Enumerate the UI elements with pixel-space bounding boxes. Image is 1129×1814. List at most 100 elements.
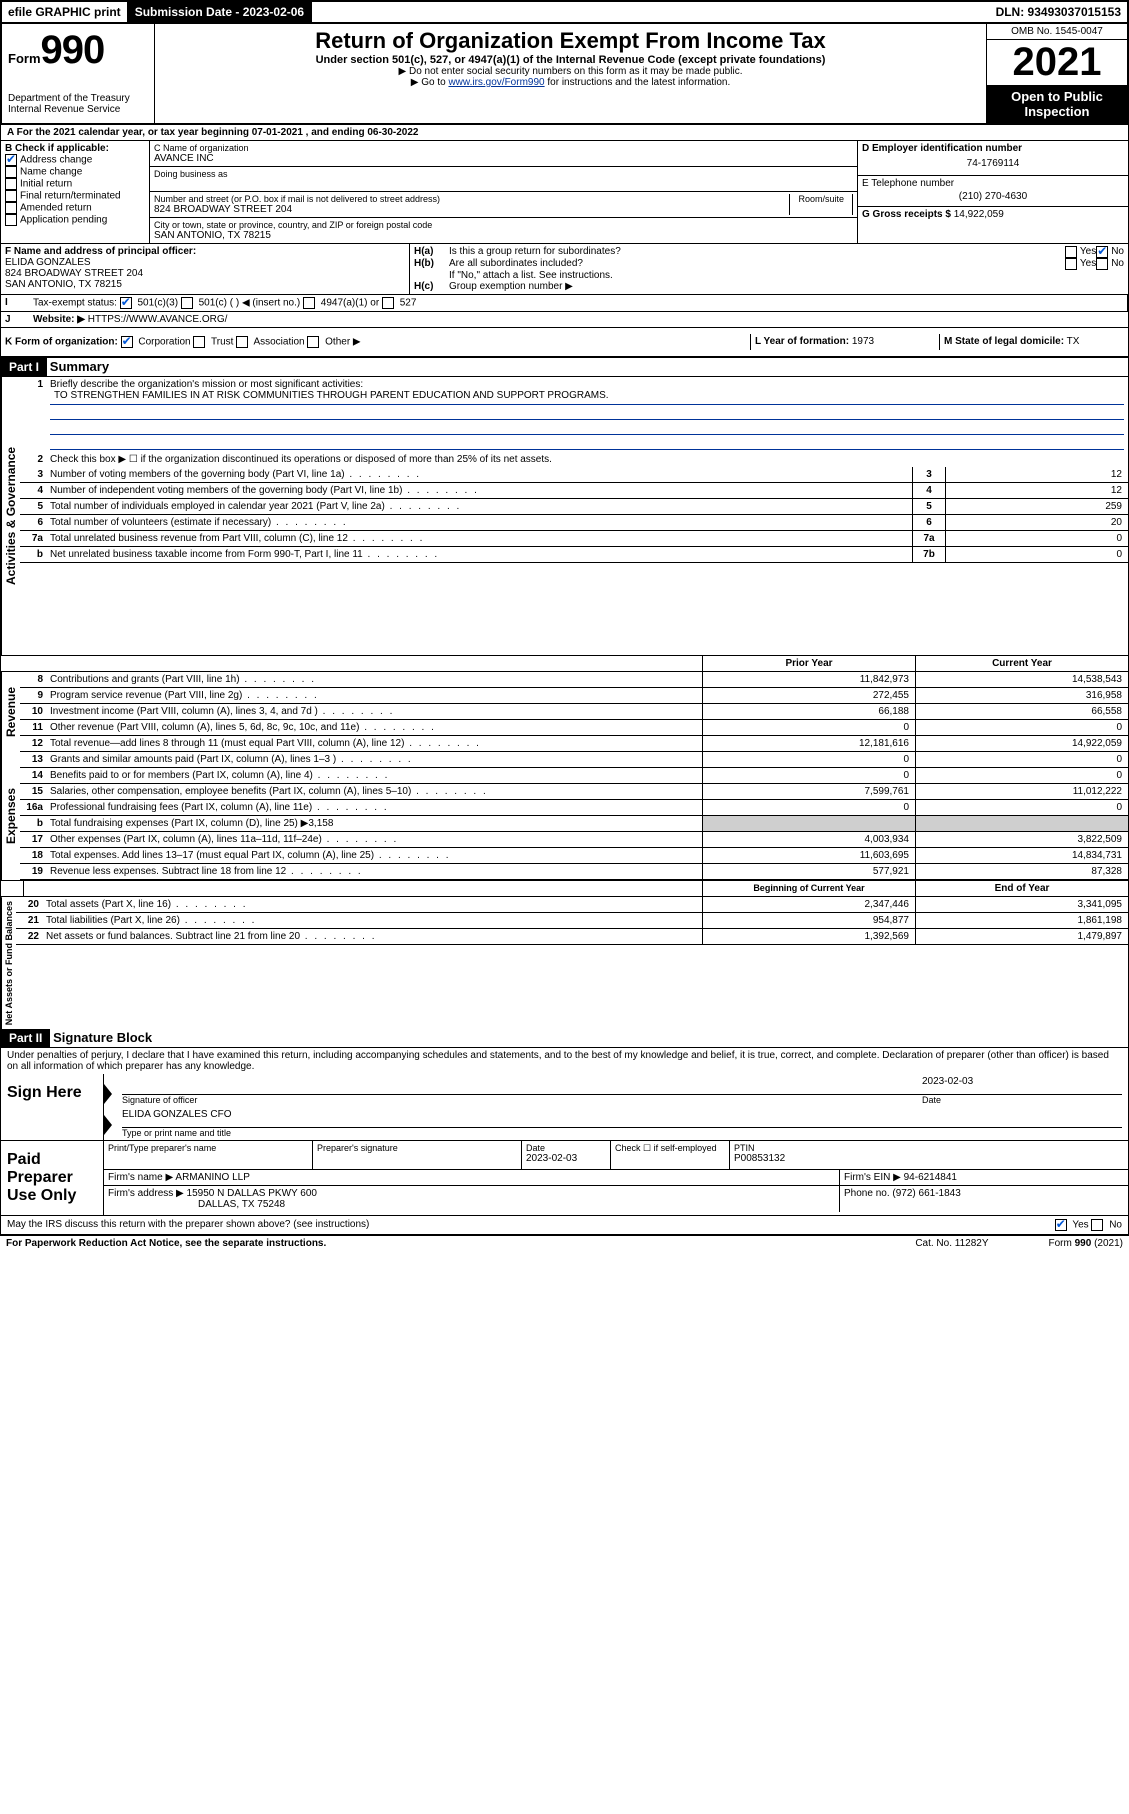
arrow-icon (104, 1084, 112, 1104)
header-prior-year: Prior Year (702, 656, 915, 671)
topbar: efile GRAPHIC print Submission Date - 20… (0, 0, 1129, 24)
check-corp[interactable] (121, 336, 133, 348)
signature-line[interactable] (122, 1076, 922, 1095)
discuss-question: May the IRS discuss this return with the… (7, 1219, 1055, 1231)
check-527[interactable] (382, 297, 394, 309)
line-1-num: 1 (20, 377, 46, 452)
box-l-label: L Year of formation: (755, 336, 849, 347)
year-formation: 1973 (852, 336, 874, 347)
firm-name: ARMANINO LLP (175, 1172, 249, 1183)
check-amended[interactable]: Amended return (5, 202, 145, 214)
hb-ifno: If "No," attach a list. See instructions… (414, 270, 1124, 281)
footer-form: Form 990 (2021) (1049, 1238, 1123, 1249)
check-501c3[interactable] (120, 297, 132, 309)
box-e-label: E Telephone number (862, 178, 1124, 189)
check-4947[interactable] (303, 297, 315, 309)
paid-preparer-label: Paid Preparer Use Only (1, 1141, 104, 1215)
hc-label: Group exemption number ▶ (449, 281, 573, 292)
irs-link[interactable]: www.irs.gov/Form990 (448, 77, 544, 88)
footer-catno: Cat. No. 11282Y (915, 1238, 988, 1249)
arrow-icon (104, 1115, 112, 1135)
row-klm: K Form of organization: Corporation Trus… (0, 328, 1129, 357)
preparer-date-label: Date (526, 1143, 606, 1153)
officer-addr1: 824 BROADWAY STREET 204 (5, 268, 405, 279)
ptin-label: PTIN (734, 1143, 1124, 1153)
firm-phone: (972) 661-1843 (892, 1188, 960, 1199)
check-trust[interactable] (193, 336, 205, 348)
form-header: Form990 Department of the Treasury Inter… (0, 24, 1129, 125)
preparer-sig-label: Preparer's signature (317, 1143, 517, 1153)
website-value: HTTPS://WWW.AVANCE.ORG/ (88, 314, 228, 325)
row-f-h: F Name and address of principal officer:… (0, 244, 1129, 295)
hb-yes[interactable] (1065, 258, 1077, 270)
check-assoc[interactable] (236, 336, 248, 348)
instr2-post: for instructions and the latest informat… (545, 77, 731, 88)
gross-receipts: 14,922,059 (954, 209, 1004, 220)
box-d-label: D Employer identification number (862, 143, 1124, 154)
irs-label: Internal Revenue Service (8, 104, 148, 115)
self-employed-check[interactable]: Check ☐ if self-employed (611, 1141, 730, 1169)
omb-number: OMB No. 1545-0047 (987, 24, 1127, 40)
sidelabel-revenue: Revenue (1, 672, 20, 752)
firm-phone-label: Phone no. (844, 1188, 890, 1199)
sig-date: 2023-02-03 (922, 1076, 1122, 1095)
ein-value: 74-1769114 (862, 154, 1124, 173)
hb-no[interactable] (1096, 258, 1108, 270)
box-c-name-label: C Name of organization (154, 143, 853, 153)
check-final-return[interactable]: Final return/terminated (5, 190, 145, 202)
form-number: 990 (41, 28, 105, 72)
part-i-header: Part I (1, 358, 47, 376)
instr-link: ▶ Go to www.irs.gov/Form990 for instruct… (161, 77, 980, 88)
submission-date: Submission Date - 2023-02-06 (127, 2, 312, 22)
ha-prefix: H(a) (414, 246, 449, 258)
street-address: 824 BROADWAY STREET 204 (154, 204, 789, 215)
check-501c[interactable] (181, 297, 193, 309)
hb-label: Are all subordinates included? (449, 258, 1065, 270)
check-address-change[interactable]: Address change (5, 154, 145, 166)
check-app-pending[interactable]: Application pending (5, 214, 145, 226)
footer-paperwork: For Paperwork Reduction Act Notice, see … (6, 1238, 326, 1249)
box-k-label: K Form of organization: (5, 337, 118, 348)
ptin-value: P00853132 (734, 1153, 1124, 1164)
instr-ssn: ▶ Do not enter social security numbers o… (161, 66, 980, 77)
form-subtitle: Under section 501(c), 527, or 4947(a)(1)… (161, 54, 980, 66)
efile-label[interactable]: efile GRAPHIC print (2, 2, 127, 22)
check-name-change[interactable]: Name change (5, 166, 145, 178)
box-m-label: M State of legal domicile: (944, 336, 1064, 347)
part-ii-title: Signature Block (53, 1030, 152, 1045)
part-i-title: Summary (50, 359, 109, 374)
hc-prefix: H(c) (414, 281, 449, 292)
check-initial-return[interactable]: Initial return (5, 178, 145, 190)
city-label: City or town, state or province, country… (154, 220, 853, 230)
discuss-yes[interactable] (1055, 1219, 1067, 1231)
row-i: I Tax-exempt status: 501(c)(3) 501(c) ( … (0, 295, 1129, 312)
org-name: AVANCE INC (154, 153, 853, 164)
sign-here-label: Sign Here (1, 1074, 104, 1140)
ha-no[interactable] (1096, 246, 1108, 258)
sidelabel-netassets: Net Assets or Fund Balances (1, 897, 16, 1029)
phone-value: (210) 270-4630 (862, 189, 1124, 204)
instr2-pre: ▶ Go to (411, 77, 449, 88)
open-to-public: Open to Public Inspection (987, 85, 1127, 123)
ha-yes[interactable] (1065, 246, 1077, 258)
firm-ein: 94-6214841 (904, 1172, 957, 1183)
ha-label: Is this a group return for subordinates? (449, 246, 1065, 258)
header-current-year: Current Year (915, 656, 1128, 671)
firm-addr-label: Firm's address ▶ (108, 1188, 184, 1199)
firm-addr1: 15950 N DALLAS PKWY 600 (187, 1188, 317, 1199)
preparer-name-label: Print/Type preparer's name (108, 1143, 308, 1153)
form-title: Return of Organization Exempt From Incom… (161, 28, 980, 54)
signature-block: Sign Here Signature of officer 2023-02-0… (0, 1074, 1129, 1235)
check-other[interactable] (307, 336, 319, 348)
officer-name: ELIDA GONZALES (5, 257, 405, 268)
room-label: Room/suite (798, 194, 844, 204)
firm-addr2: DALLAS, TX 75248 (108, 1199, 835, 1210)
officer-name-title: ELIDA GONZALES CFO (122, 1109, 1122, 1128)
discuss-no[interactable] (1091, 1219, 1103, 1231)
mission-prompt: Briefly describe the organization's miss… (50, 379, 1124, 390)
mission-text: TO STRENGTHEN FAMILIES IN AT RISK COMMUN… (50, 390, 1124, 405)
website-label: Website: ▶ (33, 314, 85, 325)
box-b-label: B Check if applicable: (5, 143, 145, 154)
firm-ein-label: Firm's EIN ▶ (844, 1172, 901, 1183)
form-990-label: Form990 (8, 28, 148, 73)
